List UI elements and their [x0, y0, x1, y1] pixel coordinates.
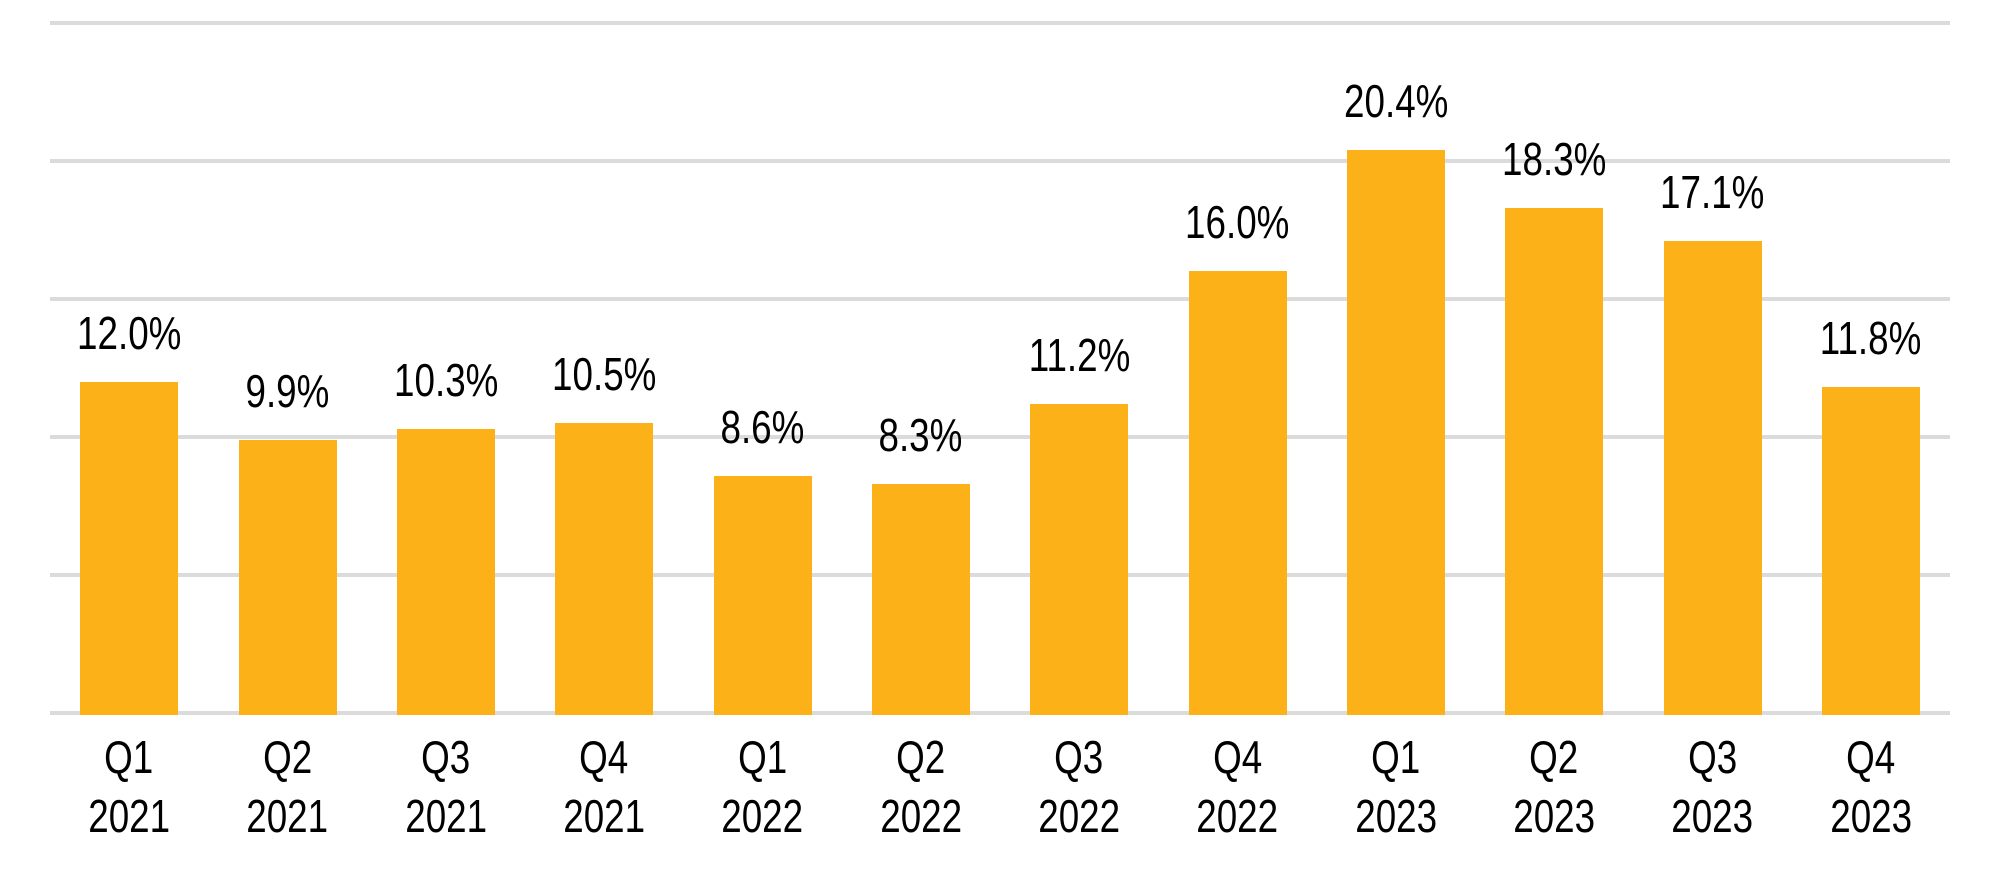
x-tick-q1-2021: Q1 2021 [88, 731, 171, 842]
gridline-20pct [50, 159, 1950, 163]
x-tick-q3-2022: Q3 2022 [1038, 731, 1121, 842]
bar-q1-2022 [713, 475, 812, 715]
x-tick-q3-2023: Q3 2023 [1671, 731, 1754, 842]
value-label-q4-2023: 11.8% [1820, 312, 1922, 365]
value-label-q2-2023: 18.3% [1501, 132, 1607, 185]
bar-q3-2022 [1030, 403, 1129, 715]
x-tick-q1-2023: Q1 2023 [1354, 731, 1437, 842]
value-label-q1-2022: 8.6% [720, 400, 805, 453]
value-label-q1-2023: 20.4% [1343, 74, 1448, 127]
x-tick-q4-2023: Q4 2023 [1829, 731, 1912, 842]
bar-q4-2021 [555, 423, 654, 715]
bar-q2-2021 [238, 439, 337, 715]
bar-q4-2023 [1821, 387, 1920, 715]
bar-q4-2022 [1188, 271, 1287, 715]
value-label-q1-2021: 12.0% [76, 306, 182, 359]
x-tick-q3-2021: Q3 2021 [404, 731, 487, 842]
value-label-q4-2021: 10.5% [551, 348, 657, 401]
x-tick-q2-2023: Q2 2023 [1513, 731, 1596, 842]
value-label-q2-2021: 9.9% [245, 364, 330, 417]
bar-q3-2021 [396, 428, 495, 715]
value-label-q2-2022: 8.3% [878, 408, 963, 461]
gridline-25pct [50, 21, 1950, 25]
x-tick-q1-2022: Q1 2022 [721, 731, 804, 842]
gridline-15pct [50, 297, 1950, 301]
bar-q2-2022 [871, 483, 970, 715]
value-label-q3-2021: 10.3% [393, 353, 498, 406]
bar-q1-2021 [80, 381, 179, 715]
bar-q3-2023 [1663, 241, 1762, 715]
x-tick-q2-2022: Q2 2022 [879, 731, 962, 842]
value-label-q3-2023: 17.1% [1660, 166, 1765, 219]
x-tick-q4-2021: Q4 2021 [563, 731, 646, 842]
gridline-10pct [50, 435, 1950, 439]
x-tick-q2-2021: Q2 2021 [246, 731, 329, 842]
gridline-5pct [50, 573, 1950, 577]
gridline-0pct [50, 711, 1950, 715]
value-label-q4-2022: 16.0% [1185, 196, 1290, 249]
x-tick-q4-2022: Q4 2022 [1196, 731, 1279, 842]
bar-q1-2023 [1346, 149, 1445, 715]
bar-q2-2023 [1505, 207, 1604, 715]
value-label-q3-2022: 11.2% [1028, 328, 1130, 381]
